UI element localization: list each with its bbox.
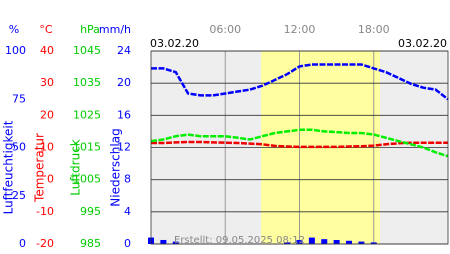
precip-bar xyxy=(296,239,303,244)
y-tick-label: -10 xyxy=(36,205,54,218)
y-tick-label: 0 xyxy=(47,173,54,186)
axis-unit: °C xyxy=(39,23,53,36)
y-tick-label: 24 xyxy=(117,44,131,57)
date-left: 03.02.20 xyxy=(150,37,199,50)
x-tick-label: 18:00 xyxy=(358,23,390,36)
axis-title: Luftfeuchtigkeit xyxy=(2,120,16,214)
date-right: 03.02.20 xyxy=(398,37,447,50)
y-tick-label: 10 xyxy=(40,141,54,154)
axis-title: Temperatur xyxy=(33,133,47,203)
precip-bar xyxy=(321,239,328,244)
y-tick-label: 1025 xyxy=(73,108,101,121)
series-line xyxy=(150,128,449,158)
axis-title: Luftdruck xyxy=(69,139,83,196)
y-tick-label: 12 xyxy=(117,141,131,154)
precip-bar xyxy=(172,241,179,244)
precip-bar xyxy=(358,241,365,244)
axis-unit: mm/h xyxy=(99,23,131,36)
y-tick-label: 16 xyxy=(117,108,131,121)
axis-unit: hPa xyxy=(80,23,100,36)
axis-title: Niederschlag xyxy=(109,128,123,206)
y-tick-label: 20 xyxy=(117,76,131,89)
series-line xyxy=(151,140,448,149)
y-tick-label: 40 xyxy=(40,44,54,57)
axis-unit: % xyxy=(9,23,19,36)
x-tick-label: 12:00 xyxy=(284,23,316,36)
y-tick-label: 0 xyxy=(124,237,131,250)
y-tick-label: 985 xyxy=(80,237,101,250)
plot-frame xyxy=(150,50,449,245)
y-tick-label: 20 xyxy=(40,108,54,121)
y-tick-label: 0 xyxy=(19,237,26,250)
series-line xyxy=(151,63,449,101)
y-tick-label: 8 xyxy=(124,173,131,186)
y-tick-label: 75 xyxy=(12,92,26,105)
y-tick-label: -20 xyxy=(36,237,54,250)
x-tick-label: 06:00 xyxy=(209,23,241,36)
precip-bar xyxy=(308,237,315,244)
footer: Erstellt: 09.05.2025 08:12 xyxy=(174,235,305,246)
y-tick-label: 25 xyxy=(12,189,26,202)
precip-bar xyxy=(160,239,167,244)
y-tick-label: 100 xyxy=(5,44,26,57)
precip-bar xyxy=(370,242,377,244)
y-tick-label: 4 xyxy=(124,205,131,218)
y-tick-label: 1035 xyxy=(73,76,101,89)
y-tick-label: 50 xyxy=(12,141,26,154)
y-tick-label: 1045 xyxy=(73,44,101,57)
y-tick-label: 1005 xyxy=(73,173,101,186)
y-tick-label: 995 xyxy=(80,205,101,218)
precip-bar xyxy=(346,240,352,244)
precip-bar xyxy=(284,242,291,244)
y-tick-label: 30 xyxy=(40,76,54,89)
y-tick-label: 1015 xyxy=(73,141,101,154)
precip-bar xyxy=(333,239,340,244)
